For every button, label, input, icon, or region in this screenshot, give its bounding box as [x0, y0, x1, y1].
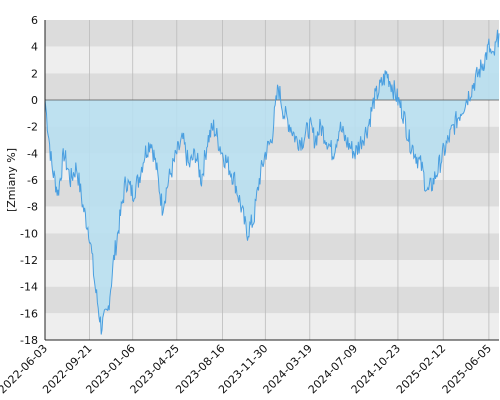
y-tick-label: -16: [20, 307, 38, 320]
y-tick-label: 4: [31, 41, 38, 54]
y-axis-title: [Zmiany %]: [5, 148, 18, 212]
series-line: [44, 29, 500, 335]
y-tick-label: -12: [20, 254, 38, 267]
grid-band: [45, 286, 499, 314]
grid-band: [45, 20, 499, 47]
grid-band: [45, 313, 499, 340]
y-tick-label: -18: [20, 334, 38, 347]
y-tick-labels: 6 4 2 0 -2 -4 -6 -8 -10 -12 -14 -16 -18: [20, 14, 38, 347]
y-tick-label: -6: [27, 174, 38, 187]
x-tick-labels: 2022-06-032022-09-212023-01-062023-04-25…: [0, 342, 494, 396]
series-area: [45, 29, 499, 335]
y-tick-label: -8: [27, 201, 38, 214]
y-tick-label: -4: [27, 147, 38, 160]
y-tick-label: 2: [31, 67, 38, 80]
grid-band: [45, 73, 499, 100]
y-tick-label: 6: [31, 14, 38, 27]
x-tick-label: 2025-06-05: [440, 342, 494, 396]
y-tick-label: -10: [20, 227, 38, 240]
grid-band: [45, 260, 499, 287]
y-tick-label: -14: [20, 281, 38, 294]
y-tick-label: -2: [27, 121, 38, 134]
grid-band: [45, 46, 499, 74]
grid-band: [45, 233, 499, 260]
y-tick-label: 0: [31, 94, 38, 107]
